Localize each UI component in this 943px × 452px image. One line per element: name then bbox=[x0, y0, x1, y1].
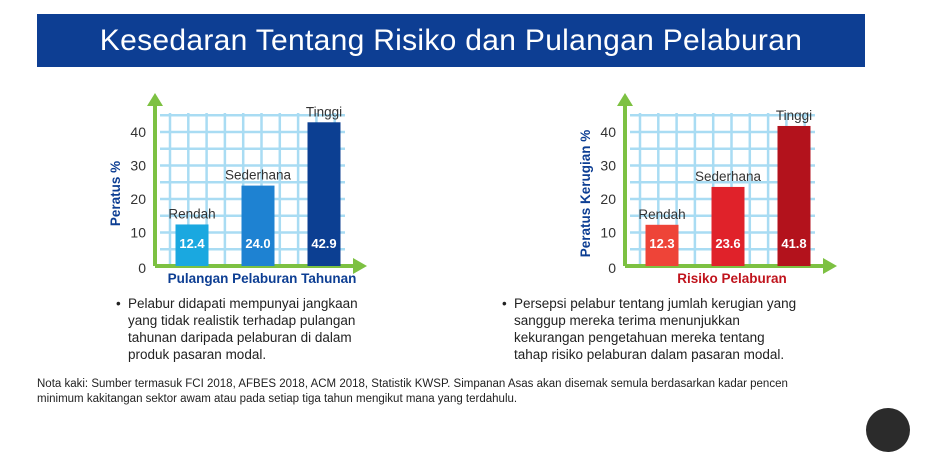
y-tick-label: 20 bbox=[130, 191, 146, 207]
bar-value-label: 41.8 bbox=[781, 236, 806, 251]
title-banner: Kesedaran Tentang Risiko dan Pulangan Pe… bbox=[37, 14, 865, 67]
bar-sederhana bbox=[711, 186, 745, 266]
bar-tinggi bbox=[777, 125, 811, 266]
bar-value-label: 12.3 bbox=[649, 236, 674, 251]
y-tick-label: 40 bbox=[130, 124, 146, 140]
note-right: • Persepsi pelabur tentang jumlah kerugi… bbox=[502, 295, 802, 363]
category-label: Rendah bbox=[168, 206, 215, 221]
bar-rendah bbox=[175, 224, 209, 266]
chart-investment-risk: 0 10 20 30 40 12.3 Rendah 23.6 Sederhana 41.8 Ting… bbox=[578, 93, 837, 286]
bar-value-label: 42.9 bbox=[311, 236, 336, 251]
y-tick-label: 0 bbox=[608, 260, 616, 276]
bar-value-label: 23.6 bbox=[715, 236, 740, 251]
page-title: Kesedaran Tentang Risiko dan Pulangan Pe… bbox=[99, 23, 803, 57]
x-axis-arrow bbox=[353, 258, 367, 274]
category-label: Tinggi bbox=[306, 104, 342, 119]
note-left-text: Pelabur didapati mempunyai jangkaan yang… bbox=[128, 296, 358, 362]
bar-sederhana bbox=[241, 185, 275, 266]
bar-rendah bbox=[645, 224, 679, 266]
bar-value-label: 24.0 bbox=[245, 236, 270, 251]
category-label: Sederhana bbox=[695, 169, 762, 184]
y-tick-label: 10 bbox=[130, 225, 146, 241]
category-label: Sederhana bbox=[225, 168, 292, 183]
x-axis-label: Pulangan Pelaburan Tahunan bbox=[168, 271, 357, 286]
note-left: • Pelabur didapati mempunyai jangkaan ya… bbox=[116, 295, 376, 363]
bullet-left: • bbox=[116, 296, 121, 311]
bar-value-label: 12.4 bbox=[179, 236, 205, 251]
y-axis-label: Peratus % bbox=[108, 161, 123, 226]
y-axis-arrow bbox=[147, 93, 163, 106]
note-right-text: Persepsi pelabur tentang jumlah kerugian… bbox=[514, 296, 797, 362]
y-tick-label: 0 bbox=[138, 260, 146, 276]
y-axis-arrow bbox=[617, 93, 633, 106]
category-label: Tinggi bbox=[776, 108, 812, 123]
chart-annual-return: 0 10 20 30 40 12.4 Rendah 24.0 Sederhana 42.9 Ting… bbox=[108, 93, 367, 286]
footnote: Nota kaki: Sumber termasuk FCI 2018, AFB… bbox=[37, 378, 788, 405]
y-tick-label: 30 bbox=[130, 158, 146, 174]
category-label: Rendah bbox=[638, 207, 685, 222]
scroll-top-button[interactable] bbox=[866, 408, 910, 452]
y-tick-label: 30 bbox=[600, 158, 616, 174]
x-axis-arrow bbox=[823, 258, 837, 274]
bullet-right: • bbox=[502, 296, 507, 311]
y-tick-label: 20 bbox=[600, 191, 616, 207]
bar-tinggi bbox=[307, 122, 341, 266]
y-axis-label: Peratus Kerugian % bbox=[578, 130, 593, 258]
y-tick-label: 10 bbox=[600, 225, 616, 241]
x-axis-label: Risiko Pelaburan bbox=[677, 271, 787, 286]
y-tick-label: 40 bbox=[600, 124, 616, 140]
